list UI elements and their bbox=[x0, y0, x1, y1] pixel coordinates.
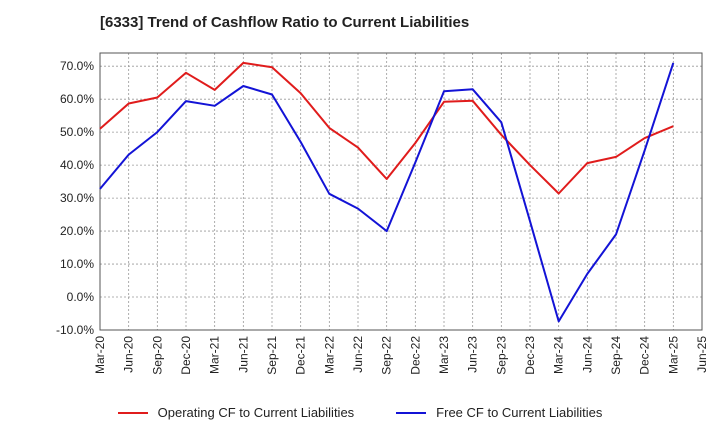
x-tick-label: Mar-23 bbox=[437, 336, 451, 374]
legend-item-free-cf: Free CF to Current Liabilities bbox=[396, 405, 602, 420]
legend-swatch-free-cf bbox=[396, 411, 427, 414]
x-tick-label: Mar-24 bbox=[552, 336, 566, 374]
legend-swatch-operating-cf bbox=[117, 411, 148, 414]
grid-layer bbox=[100, 53, 702, 330]
x-tick-label: Mar-20 bbox=[93, 336, 107, 374]
series-layer bbox=[99, 61, 675, 323]
y-axis-ticks: -10.0% 0.0% 10.0% 20.0% 30.0% 40.0% 50.0% 60.0%… bbox=[56, 59, 94, 337]
x-tick-label: Sep-20 bbox=[150, 336, 164, 375]
x-axis-ticks: Mar-20 Jun-20 Sep-20 Dec-20 Mar-21 Jun-21 Sep-… bbox=[93, 336, 709, 375]
y-tick-label: 10.0% bbox=[60, 257, 94, 271]
series-line-free-cf bbox=[99, 62, 675, 323]
y-tick-label: 30.0% bbox=[60, 191, 94, 205]
x-tick-label: Dec-23 bbox=[523, 336, 537, 375]
legend: Operating CF to Current Liabilities Free… bbox=[0, 405, 720, 420]
y-tick-label: 70.0% bbox=[60, 59, 94, 73]
x-tick-label: Sep-23 bbox=[494, 336, 508, 375]
y-tick-label: 0.0% bbox=[67, 290, 95, 304]
y-tick-label: -10.0% bbox=[56, 323, 94, 337]
x-tick-label: Dec-22 bbox=[408, 336, 422, 375]
x-tick-label: Jun-25 bbox=[695, 336, 709, 373]
y-tick-label: 20.0% bbox=[60, 224, 94, 238]
x-tick-label: Jun-24 bbox=[580, 336, 594, 373]
x-tick-label: Dec-20 bbox=[179, 336, 193, 375]
x-tick-label: Sep-22 bbox=[380, 336, 394, 375]
x-tick-label: Mar-22 bbox=[322, 336, 336, 374]
legend-label-free-cf: Free CF to Current Liabilities bbox=[436, 405, 603, 420]
y-tick-label: 60.0% bbox=[60, 92, 94, 106]
chart-title: [6333] Trend of Cashflow Ratio to Curren… bbox=[100, 14, 470, 31]
series-line-operating-cf bbox=[99, 61, 674, 195]
x-tick-label: Jun-20 bbox=[122, 336, 136, 373]
x-tick-label: Dec-21 bbox=[294, 336, 308, 375]
legend-label-operating-cf: Operating CF to Current Liabilities bbox=[157, 405, 355, 420]
plot-frame bbox=[99, 52, 703, 331]
x-tick-label: Mar-21 bbox=[208, 336, 222, 374]
x-tick-label: Mar-25 bbox=[666, 336, 680, 374]
x-tick-label: Sep-24 bbox=[609, 336, 623, 375]
x-tick-label: Jun-21 bbox=[236, 336, 250, 373]
x-tick-label: Dec-24 bbox=[638, 336, 652, 375]
y-tick-label: 40.0% bbox=[60, 158, 94, 172]
x-tick-label: Sep-21 bbox=[265, 336, 279, 375]
x-tick-label: Jun-22 bbox=[351, 336, 365, 373]
legend-item-operating-cf: Operating CF to Current Liabilities bbox=[117, 405, 355, 420]
x-tick-label: Jun-23 bbox=[466, 336, 480, 373]
y-tick-label: 50.0% bbox=[60, 125, 94, 139]
